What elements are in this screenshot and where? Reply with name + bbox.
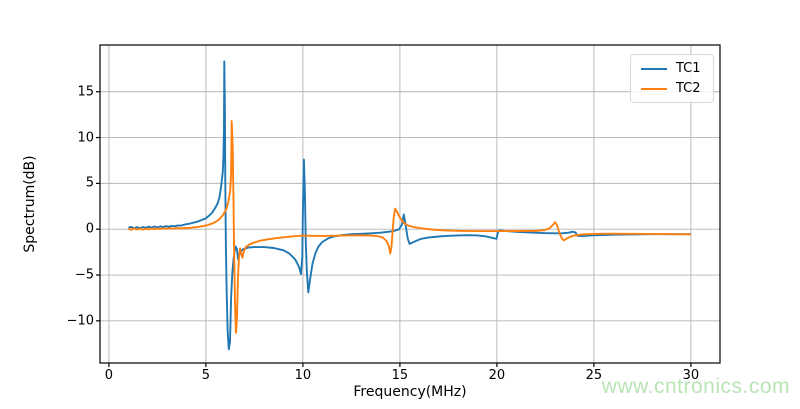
legend-label-tc1: TC1 (676, 61, 701, 76)
legend: TC1 TC2 (630, 54, 714, 103)
x-tick-10: 10 (294, 368, 312, 383)
x-tick-25: 25 (585, 368, 603, 383)
x-tick-20: 20 (488, 368, 506, 383)
x-axis-label: Frequency(MHz) (353, 384, 467, 400)
watermark: www.cntronics.com (601, 375, 790, 398)
x-tick-5: 5 (201, 368, 211, 383)
y-tick-5: 5 (85, 175, 94, 191)
legend-label-tc2: TC2 (676, 81, 701, 96)
y-tick-0: 0 (85, 221, 94, 237)
tc1-line-swatch (641, 67, 667, 70)
y-tick-15: 15 (77, 84, 94, 100)
y-tick--5: −5 (74, 267, 94, 283)
y-tick-10: 10 (77, 130, 94, 146)
tc2-line-swatch (641, 87, 667, 90)
y-tick--10: −10 (66, 313, 94, 329)
legend-item-tc1: TC1 (641, 62, 701, 75)
legend-item-tc2: TC2 (641, 82, 701, 95)
x-tick-0: 0 (104, 368, 114, 383)
x-tick-15: 15 (391, 368, 409, 383)
x-tick-30: 30 (682, 368, 700, 383)
y-axis-label: Spectrum(dB) (22, 155, 38, 253)
